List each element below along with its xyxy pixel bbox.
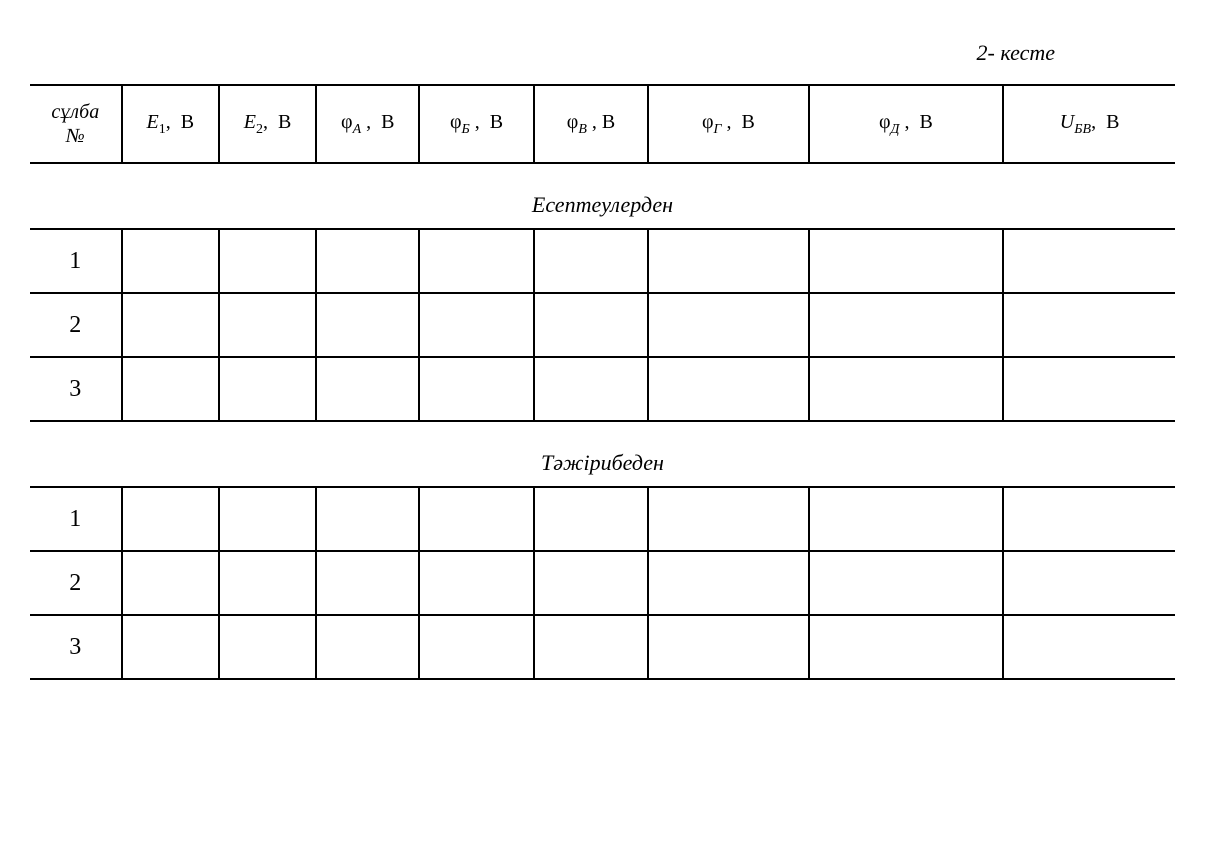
table-caption: 2- кесте <box>30 40 1175 66</box>
data-cell <box>419 487 534 551</box>
data-cell <box>316 293 419 357</box>
header-row: сұлба№E1, ВE2, ВφA , ВφБ , ВφВ , ВφГ , В… <box>30 85 1175 163</box>
data-cell <box>419 293 534 357</box>
table-row: 1 <box>30 487 1175 551</box>
data-cell <box>122 551 219 615</box>
data-cell <box>648 229 808 293</box>
page: 2- кесте сұлба№E1, ВE2, ВφA , ВφБ , ВφВ … <box>30 40 1175 680</box>
row-number-cell: 2 <box>30 293 122 357</box>
data-cell <box>316 487 419 551</box>
data-cell <box>809 229 1004 293</box>
data-cell <box>419 357 534 421</box>
table-row: 3 <box>30 357 1175 421</box>
row-number-cell: 1 <box>30 229 122 293</box>
sections-container: Есептеулерден123Тәжірибеден123 <box>30 192 1175 680</box>
data-cell <box>316 229 419 293</box>
data-cell <box>316 615 419 679</box>
data-cell <box>1003 487 1175 551</box>
header-cell-1: E1, В <box>122 85 219 163</box>
section-title-0: Есептеулерден <box>30 192 1175 218</box>
data-cell <box>809 487 1004 551</box>
data-cell <box>219 357 316 421</box>
header-cell-8: UБВ, В <box>1003 85 1175 163</box>
section-title-1: Тәжірибеден <box>30 450 1175 476</box>
data-cell <box>122 487 219 551</box>
data-cell <box>534 357 649 421</box>
data-cell <box>809 551 1004 615</box>
table-row: 1 <box>30 229 1175 293</box>
data-cell <box>419 229 534 293</box>
section-table-0: 123 <box>30 228 1175 422</box>
data-cell <box>809 615 1004 679</box>
data-cell <box>1003 551 1175 615</box>
data-cell <box>648 293 808 357</box>
data-cell <box>219 487 316 551</box>
row-number-cell: 3 <box>30 615 122 679</box>
table-row: 2 <box>30 293 1175 357</box>
data-cell <box>1003 293 1175 357</box>
data-cell <box>219 551 316 615</box>
data-cell <box>534 551 649 615</box>
row-number-cell: 1 <box>30 487 122 551</box>
data-cell <box>809 293 1004 357</box>
data-cell <box>648 487 808 551</box>
table-row: 3 <box>30 615 1175 679</box>
table-row: 2 <box>30 551 1175 615</box>
data-cell <box>219 615 316 679</box>
data-cell <box>534 487 649 551</box>
header-cell-3: φA , В <box>316 85 419 163</box>
data-cell <box>122 229 219 293</box>
data-cell <box>534 293 649 357</box>
header-cell-4: φБ , В <box>419 85 534 163</box>
data-cell <box>419 615 534 679</box>
data-cell <box>809 357 1004 421</box>
data-cell <box>1003 229 1175 293</box>
data-cell <box>219 293 316 357</box>
data-cell <box>122 293 219 357</box>
row-number-cell: 3 <box>30 357 122 421</box>
data-cell <box>1003 615 1175 679</box>
data-cell <box>316 551 419 615</box>
data-cell <box>648 615 808 679</box>
section-table-1: 123 <box>30 486 1175 680</box>
header-cell-6: φГ , В <box>648 85 808 163</box>
data-cell <box>1003 357 1175 421</box>
data-cell <box>648 357 808 421</box>
header-table: сұлба№E1, ВE2, ВφA , ВφБ , ВφВ , ВφГ , В… <box>30 84 1175 164</box>
header-cell-5: φВ , В <box>534 85 649 163</box>
data-cell <box>122 615 219 679</box>
data-cell <box>419 551 534 615</box>
data-cell <box>122 357 219 421</box>
row-number-cell: 2 <box>30 551 122 615</box>
data-cell <box>316 357 419 421</box>
header-cell-7: φД , В <box>809 85 1004 163</box>
data-cell <box>219 229 316 293</box>
header-cell-2: E2, В <box>219 85 316 163</box>
header-cell-0: сұлба№ <box>30 85 122 163</box>
data-cell <box>648 551 808 615</box>
data-cell <box>534 615 649 679</box>
data-cell <box>534 229 649 293</box>
